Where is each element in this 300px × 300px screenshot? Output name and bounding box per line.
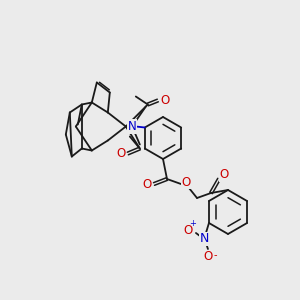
Text: N: N bbox=[128, 120, 136, 133]
Text: O: O bbox=[219, 169, 229, 182]
Text: O: O bbox=[160, 94, 170, 107]
Text: +: + bbox=[190, 218, 196, 227]
Text: -: - bbox=[213, 250, 217, 260]
Text: O: O bbox=[183, 224, 193, 236]
Text: O: O bbox=[203, 250, 213, 263]
Text: O: O bbox=[142, 178, 152, 190]
Text: O: O bbox=[182, 176, 190, 188]
Text: O: O bbox=[116, 147, 125, 160]
Text: N: N bbox=[199, 232, 208, 245]
